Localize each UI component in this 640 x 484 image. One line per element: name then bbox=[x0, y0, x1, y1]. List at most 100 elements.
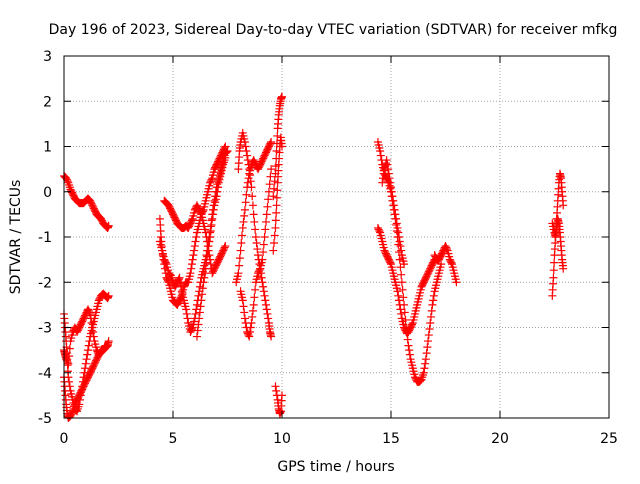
data-point bbox=[207, 175, 216, 184]
data-point bbox=[238, 231, 247, 240]
data-point bbox=[270, 184, 279, 193]
data-point bbox=[259, 248, 268, 257]
data-point bbox=[260, 291, 269, 300]
data-point bbox=[239, 217, 248, 226]
data-point bbox=[249, 300, 258, 309]
data-point bbox=[248, 201, 257, 210]
data-point bbox=[187, 260, 196, 269]
data-point bbox=[240, 137, 249, 146]
data-point bbox=[387, 183, 395, 192]
data-point bbox=[428, 300, 437, 309]
data-point bbox=[264, 195, 273, 204]
data-point bbox=[187, 325, 196, 334]
data-point bbox=[221, 142, 230, 151]
data-point bbox=[420, 364, 429, 373]
data-point bbox=[388, 192, 397, 201]
data-point bbox=[245, 332, 254, 341]
data-point bbox=[176, 278, 185, 287]
data-point bbox=[393, 287, 402, 296]
data-point bbox=[245, 165, 254, 174]
data-point bbox=[421, 355, 430, 364]
data-point bbox=[241, 198, 250, 207]
data-point bbox=[187, 264, 196, 273]
data-point bbox=[196, 208, 205, 217]
data-point bbox=[188, 255, 197, 264]
data-point bbox=[203, 246, 212, 255]
data-point bbox=[394, 228, 403, 237]
data-point bbox=[278, 142, 286, 151]
data-point bbox=[243, 151, 252, 160]
data-point bbox=[220, 243, 229, 252]
data-point bbox=[183, 314, 192, 323]
data-point bbox=[86, 309, 95, 318]
y-axis-label: SDTVAR / TECUs bbox=[8, 180, 24, 295]
data-point bbox=[263, 309, 272, 318]
y-tick-label: 0 bbox=[43, 185, 52, 201]
axis-ticks bbox=[63, 55, 610, 419]
data-point bbox=[249, 210, 258, 219]
data-point bbox=[396, 242, 405, 251]
data-point bbox=[104, 221, 113, 230]
data-point bbox=[192, 300, 201, 309]
data-point bbox=[272, 386, 281, 395]
data-point bbox=[240, 205, 249, 214]
data-point bbox=[262, 300, 271, 309]
data-point bbox=[240, 314, 249, 323]
data-point bbox=[452, 278, 461, 287]
data-point bbox=[272, 208, 281, 217]
data-point bbox=[250, 217, 259, 226]
data-point bbox=[261, 225, 270, 234]
data-point bbox=[198, 284, 207, 293]
data-point bbox=[264, 187, 273, 196]
data-point bbox=[399, 293, 408, 302]
data-point bbox=[429, 291, 438, 300]
data-point bbox=[83, 350, 92, 359]
data-point bbox=[83, 346, 92, 355]
data-point bbox=[206, 226, 215, 235]
data-point bbox=[236, 246, 245, 255]
data-marks bbox=[60, 92, 568, 422]
data-point bbox=[405, 346, 414, 355]
x-axis-label: GPS time / hours bbox=[277, 459, 394, 475]
data-point bbox=[559, 201, 568, 210]
data-point bbox=[272, 201, 281, 210]
data-point bbox=[392, 214, 401, 223]
data-point bbox=[200, 269, 209, 278]
data-point bbox=[426, 312, 435, 321]
data-point bbox=[213, 187, 222, 196]
y-tick-label: -1 bbox=[38, 230, 52, 246]
data-point bbox=[549, 266, 558, 275]
data-point bbox=[65, 344, 74, 353]
data-point bbox=[246, 177, 255, 186]
data-point bbox=[257, 273, 266, 282]
data-point bbox=[273, 131, 282, 140]
data-point bbox=[270, 239, 279, 248]
data-point bbox=[190, 242, 199, 251]
y-tick-label: 1 bbox=[43, 140, 52, 156]
data-point bbox=[421, 359, 430, 368]
data-point bbox=[195, 308, 204, 317]
data-point bbox=[212, 192, 221, 201]
data-point bbox=[262, 210, 271, 219]
data-point bbox=[400, 260, 409, 269]
data-point bbox=[104, 291, 113, 300]
data-point bbox=[390, 205, 399, 214]
data-point bbox=[194, 291, 203, 300]
data-point bbox=[246, 328, 255, 337]
data-point bbox=[262, 217, 271, 226]
data-point bbox=[387, 187, 396, 196]
data-point bbox=[422, 349, 431, 358]
data-point bbox=[201, 264, 210, 273]
data-point bbox=[84, 341, 93, 350]
data-point bbox=[192, 233, 201, 241]
data-point bbox=[271, 382, 280, 391]
data-point bbox=[221, 242, 230, 251]
data-point bbox=[265, 180, 274, 189]
data-point bbox=[238, 296, 247, 305]
x-tick-label: 20 bbox=[491, 431, 509, 447]
y-tick-labels: -5 -4 -3 -2 -1 0 1 2 3 bbox=[38, 49, 52, 427]
data-point bbox=[267, 332, 276, 341]
data-point bbox=[385, 174, 394, 183]
data-point bbox=[237, 239, 246, 248]
